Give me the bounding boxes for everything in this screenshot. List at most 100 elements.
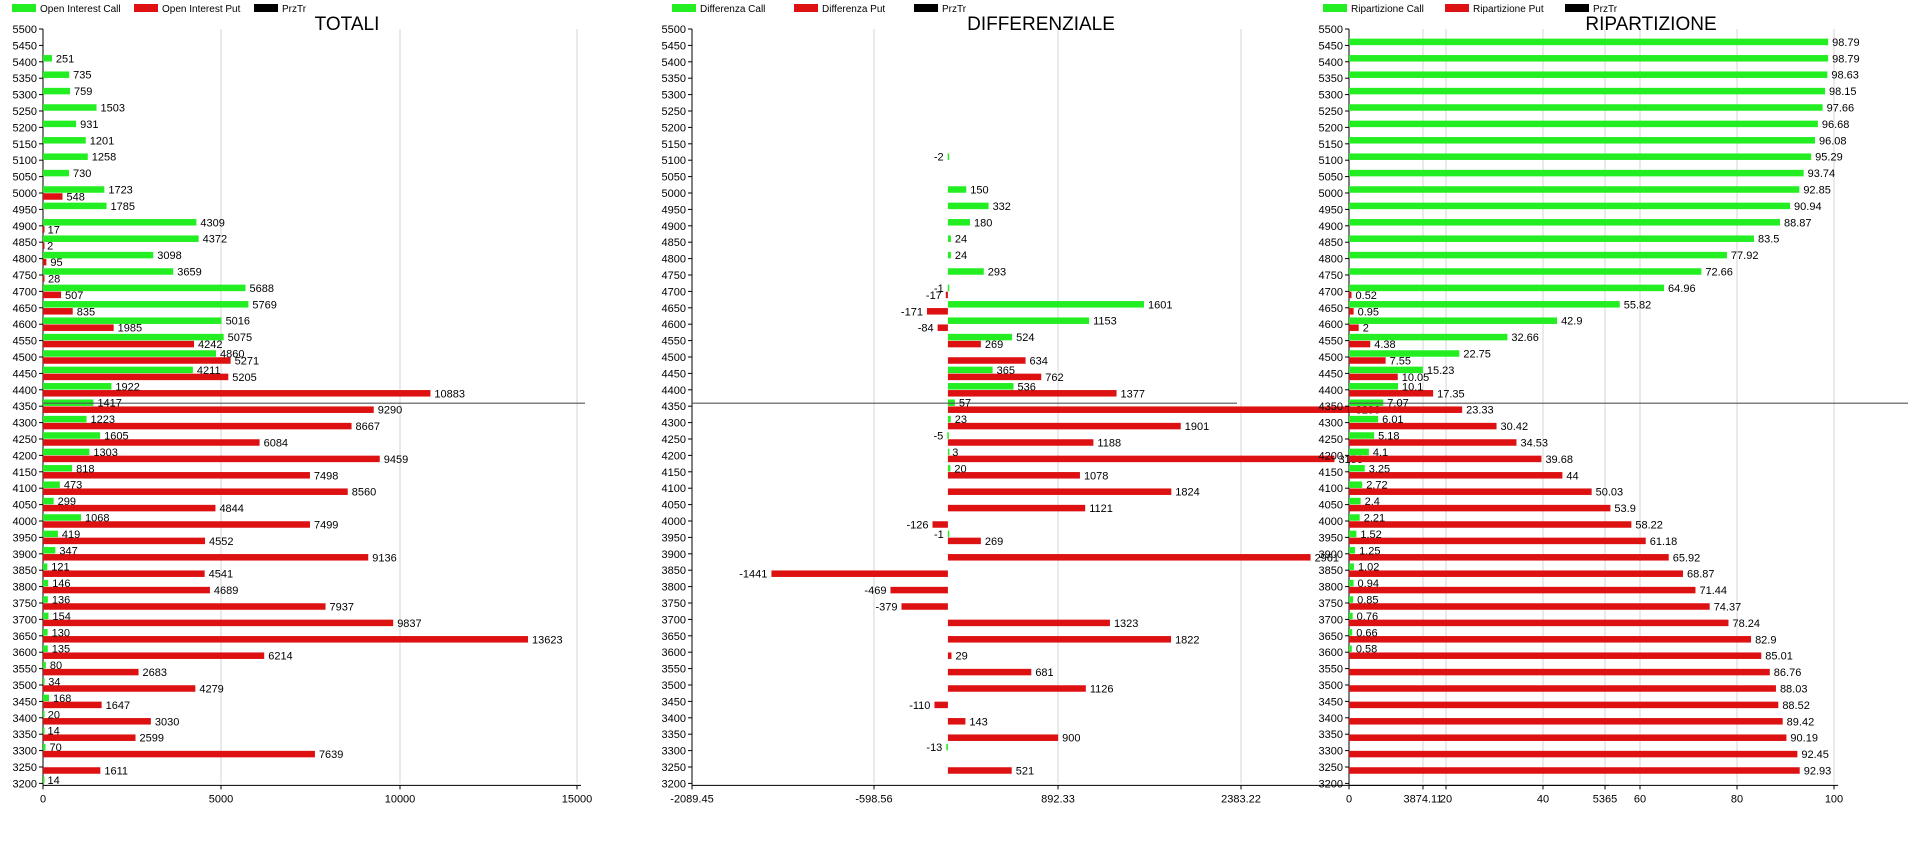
put-value-label: 900 bbox=[1062, 733, 1080, 745]
call-value-label: 818 bbox=[76, 463, 94, 475]
y-tick-label: 5000 bbox=[13, 188, 37, 200]
y-tick-label: 3950 bbox=[1319, 532, 1343, 544]
put-bar bbox=[43, 603, 326, 610]
put-value-label: 88.03 bbox=[1780, 684, 1808, 696]
call-value-label: 347 bbox=[59, 545, 77, 557]
call-bar bbox=[1349, 530, 1357, 538]
y-tick-label: 3900 bbox=[662, 549, 686, 561]
call-value-label: 92.85 bbox=[1803, 185, 1831, 197]
put-value-label: 1126 bbox=[1090, 684, 1114, 696]
call-bar bbox=[947, 333, 1013, 341]
put-value-label: 2 bbox=[47, 241, 53, 253]
y-tick-label: 3300 bbox=[662, 746, 686, 758]
call-value-label: 5075 bbox=[228, 332, 252, 344]
y-tick-label: 5000 bbox=[1319, 188, 1343, 200]
call-value-label: -13 bbox=[926, 742, 942, 754]
put-value-label: 1121 bbox=[1089, 503, 1113, 515]
put-bar bbox=[947, 636, 1172, 643]
put-bar bbox=[1349, 570, 1684, 577]
y-tick-label: 4850 bbox=[662, 237, 686, 249]
y-tick-label: 5300 bbox=[662, 90, 686, 102]
call-value-label: 2.72 bbox=[1366, 480, 1387, 492]
put-value-label: 507 bbox=[65, 290, 83, 302]
y-tick-label: 4700 bbox=[662, 286, 686, 298]
put-value-label: 269 bbox=[985, 536, 1003, 548]
call-bar bbox=[43, 497, 54, 505]
y-tick-label: 3800 bbox=[13, 582, 37, 594]
y-tick-label: 4450 bbox=[13, 368, 37, 380]
put-value-label: 835 bbox=[77, 306, 95, 318]
call-bar bbox=[43, 711, 45, 718]
put-bar bbox=[1349, 390, 1434, 397]
call-bar bbox=[1349, 268, 1702, 275]
call-value-label: 1201 bbox=[90, 135, 114, 147]
put-bar bbox=[947, 668, 1032, 676]
y-tick-label: 4000 bbox=[662, 516, 686, 528]
legend-label: PrzTr bbox=[282, 4, 307, 15]
y-tick-label: 4800 bbox=[13, 254, 37, 266]
y-tick-label: 5500 bbox=[1319, 24, 1343, 36]
y-tick-label: 4200 bbox=[662, 450, 686, 462]
put-bar bbox=[890, 586, 948, 594]
y-tick-label: 5100 bbox=[1319, 155, 1343, 167]
call-value-label: 1153 bbox=[1093, 316, 1117, 328]
put-bar bbox=[1349, 373, 1398, 381]
put-value-label: 9136 bbox=[372, 552, 396, 564]
put-value-label: 1647 bbox=[106, 700, 130, 712]
call-bar bbox=[1349, 71, 1828, 78]
put-bar bbox=[43, 291, 62, 299]
call-bar bbox=[1349, 563, 1354, 570]
legend-swatch bbox=[12, 4, 36, 12]
put-value-label: 71.44 bbox=[1699, 585, 1727, 597]
call-bar bbox=[1349, 645, 1352, 652]
legend-label: Differenza Call bbox=[700, 4, 765, 15]
y-tick-label: 3650 bbox=[662, 631, 686, 643]
put-bar bbox=[43, 570, 205, 577]
call-bar bbox=[1349, 497, 1361, 505]
call-bar bbox=[43, 120, 77, 128]
put-bar bbox=[1349, 439, 1517, 446]
call-value-label: 98.79 bbox=[1832, 37, 1860, 49]
y-tick-label: 4250 bbox=[13, 434, 37, 446]
call-bar bbox=[43, 202, 107, 210]
call-value-label: 6.01 bbox=[1382, 414, 1403, 426]
put-value-label: 8667 bbox=[356, 421, 380, 433]
put-bar bbox=[947, 619, 1110, 627]
call-value-label: 42.9 bbox=[1561, 316, 1582, 328]
call-bar bbox=[43, 481, 60, 488]
put-bar bbox=[947, 488, 1172, 495]
put-value-label: 6214 bbox=[268, 651, 292, 663]
y-tick-label: 4200 bbox=[1319, 450, 1343, 462]
y-tick-label: 4200 bbox=[13, 450, 37, 462]
chart-1 bbox=[672, 4, 1609, 790]
y-tick-label: 4300 bbox=[13, 418, 37, 430]
call-value-label: 180 bbox=[974, 217, 992, 229]
y-tick-label: 3450 bbox=[13, 696, 37, 708]
call-value-label: 57 bbox=[959, 398, 971, 410]
y-tick-label: 3750 bbox=[1319, 598, 1343, 610]
call-bar bbox=[43, 350, 217, 357]
y-tick-label: 4900 bbox=[662, 221, 686, 233]
put-bar bbox=[43, 455, 380, 463]
call-bar bbox=[43, 71, 70, 78]
put-bar bbox=[947, 455, 1335, 463]
put-value-label: 681 bbox=[1035, 667, 1053, 679]
call-bar bbox=[43, 268, 174, 275]
call-bar bbox=[947, 530, 950, 538]
legend-label: Differenza Put bbox=[822, 4, 885, 15]
call-value-label: 1068 bbox=[85, 513, 109, 525]
call-value-label: 136 bbox=[52, 595, 70, 607]
call-value-label: 4211 bbox=[197, 365, 221, 377]
legend-swatch bbox=[794, 4, 818, 12]
y-tick-label: 3850 bbox=[662, 565, 686, 577]
y-tick-label: 5300 bbox=[1319, 90, 1343, 102]
call-bar bbox=[1349, 596, 1354, 603]
y-tick-label: 4500 bbox=[13, 352, 37, 364]
y-tick-label: 4650 bbox=[13, 303, 37, 315]
put-bar bbox=[947, 734, 1059, 741]
legend-swatch bbox=[1323, 4, 1347, 12]
put-value-label: 61.18 bbox=[1650, 536, 1678, 548]
put-bar bbox=[1349, 652, 1762, 659]
x-tick-label: -598.56 bbox=[855, 793, 892, 805]
